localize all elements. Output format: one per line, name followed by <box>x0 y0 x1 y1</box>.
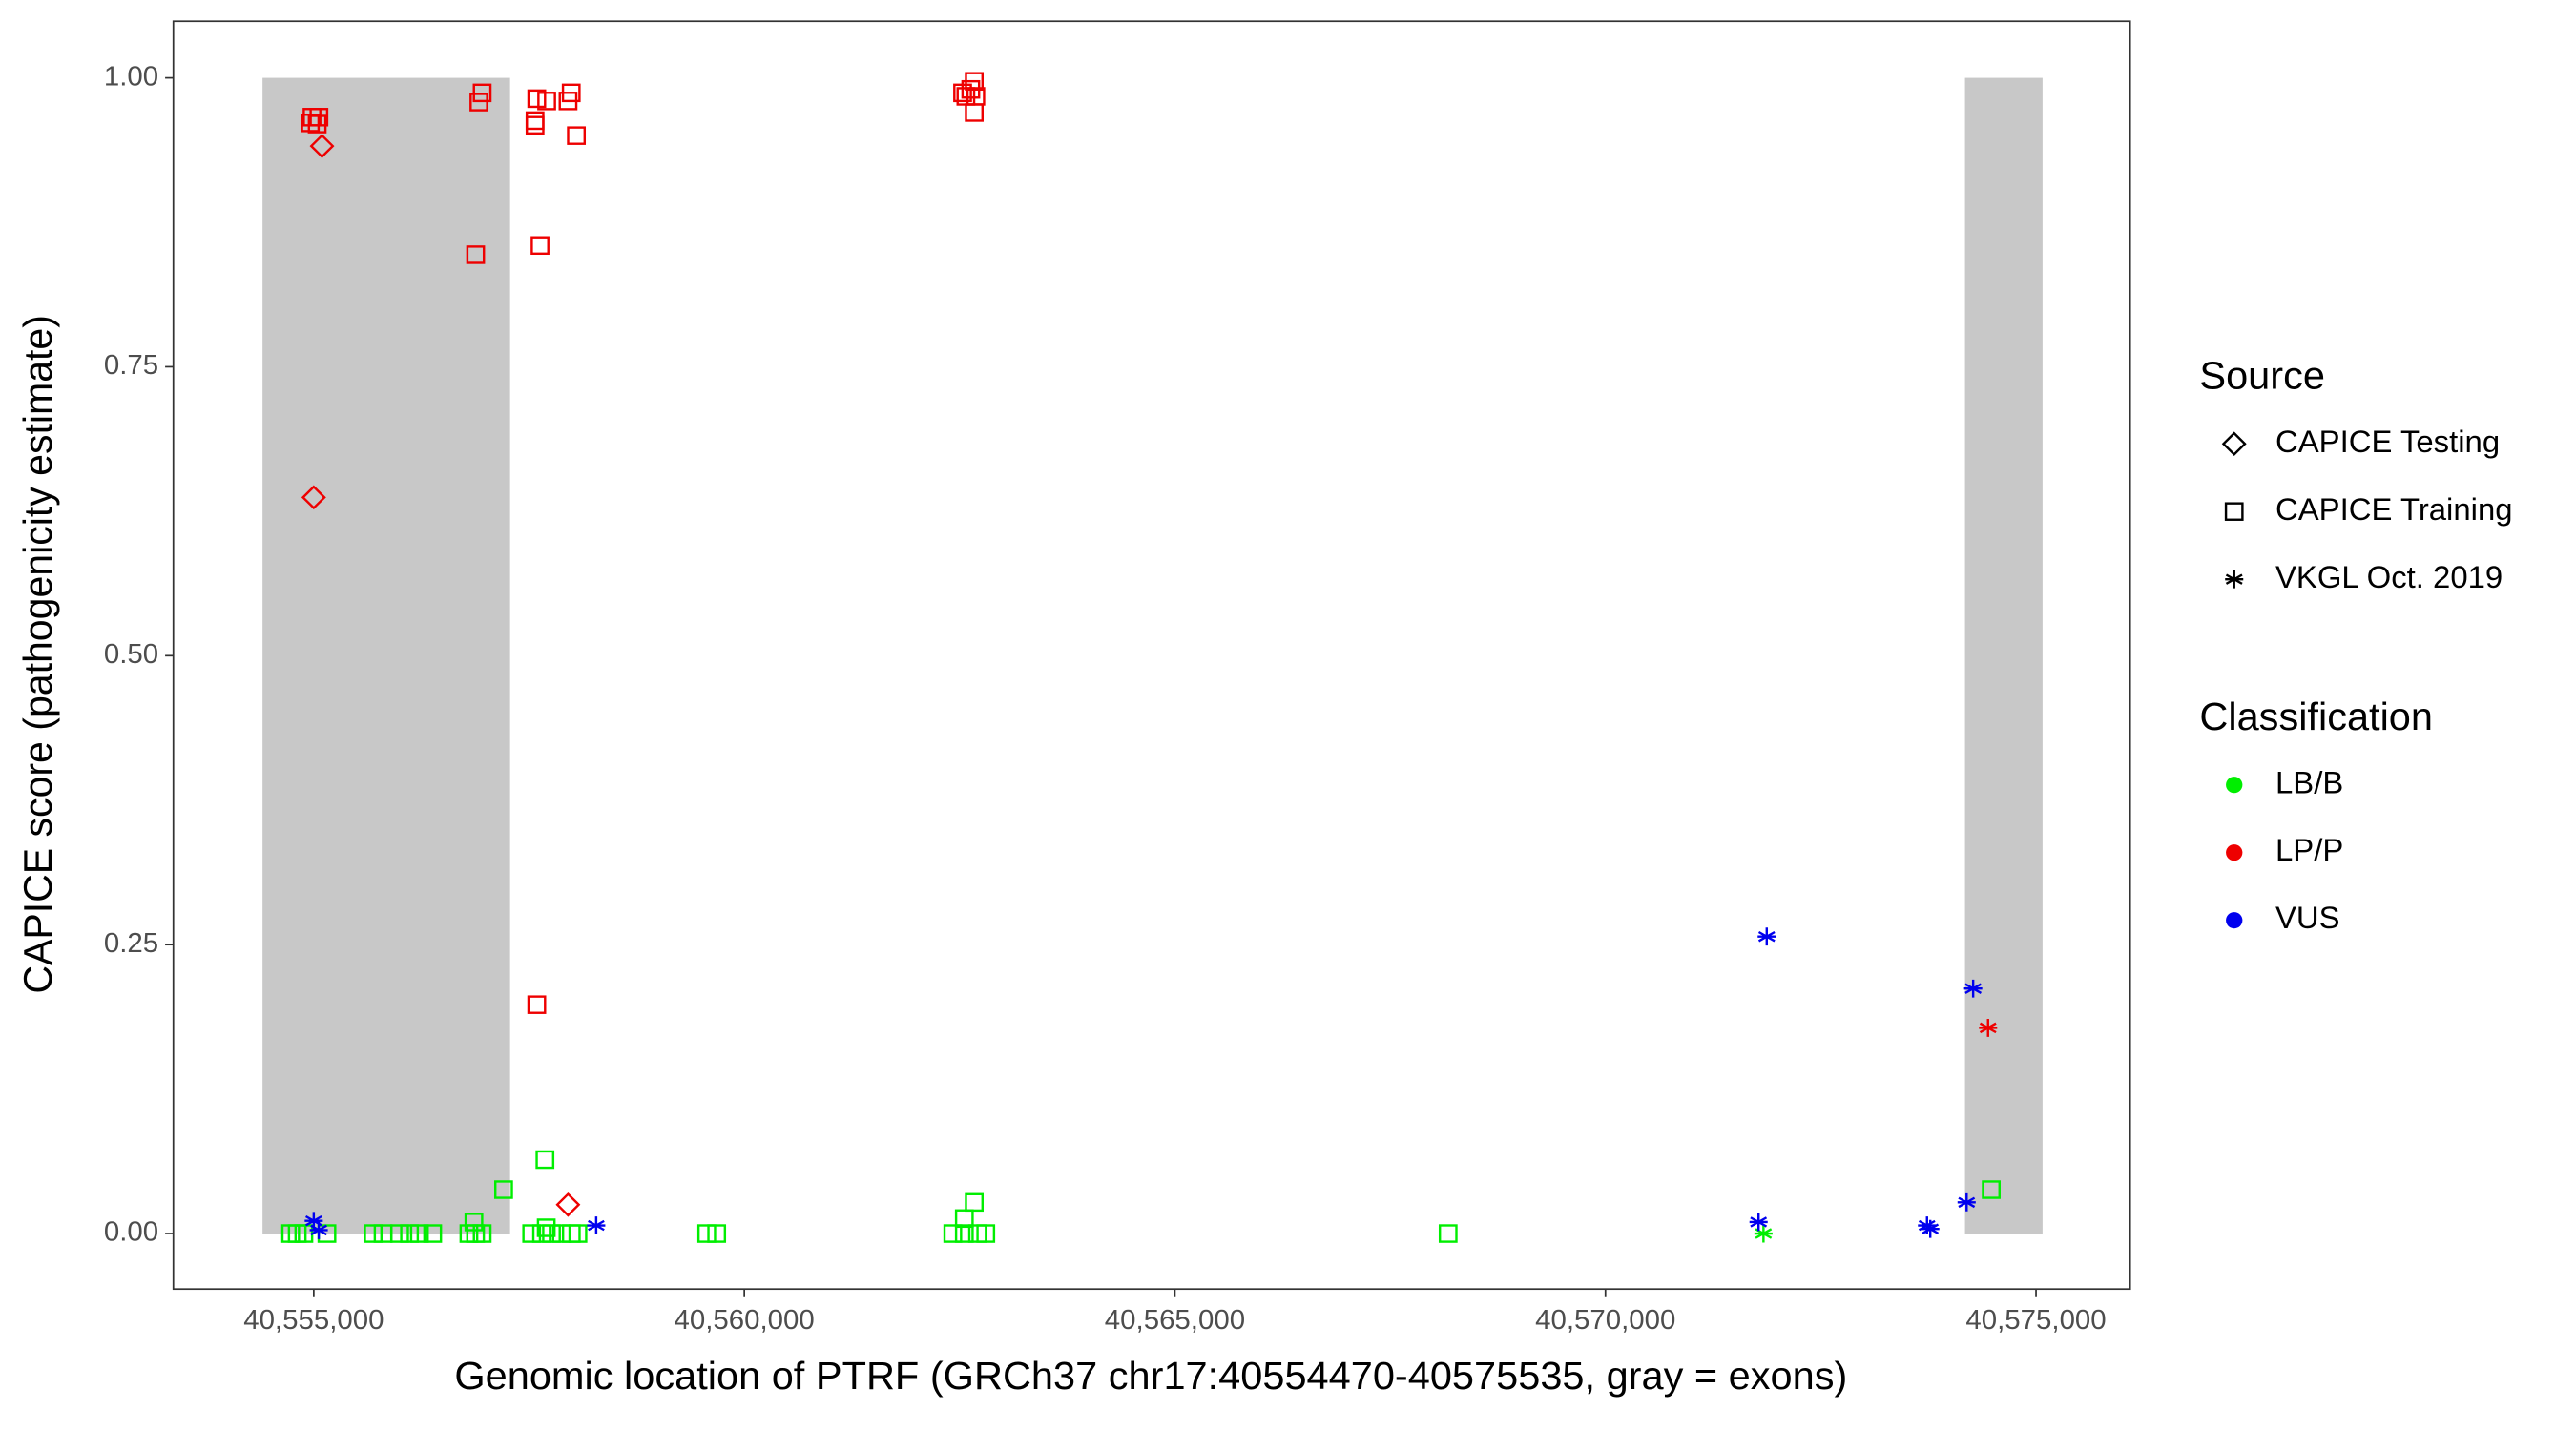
y-tick-label: 0.50 <box>104 639 158 670</box>
point <box>464 1213 484 1232</box>
point <box>558 92 578 111</box>
point <box>400 1224 420 1243</box>
y-tick-label: 0.25 <box>104 928 158 959</box>
x-axis-title: Genomic location of PTRF (GRCh37 chr17:4… <box>454 1354 1847 1398</box>
legend-label: LB/B <box>2275 764 2343 799</box>
point <box>389 1224 409 1243</box>
point <box>535 1150 555 1170</box>
point <box>409 1224 429 1243</box>
point <box>1754 1224 1773 1243</box>
point <box>309 134 335 158</box>
exon <box>262 77 510 1234</box>
point <box>587 1216 606 1234</box>
point <box>1963 979 1983 998</box>
legend-label: CAPICE Training <box>2275 491 2513 527</box>
point <box>522 1224 542 1243</box>
point <box>527 995 547 1014</box>
point <box>469 93 488 112</box>
legend-symbol <box>2224 502 2244 521</box>
legend-title: Source <box>2199 354 2325 398</box>
point <box>1982 1180 2001 1199</box>
point <box>423 1224 443 1243</box>
point <box>965 1192 985 1213</box>
point <box>1438 1224 1458 1243</box>
legend-label: CAPICE Testing <box>2275 424 2500 459</box>
legend-title: Classification <box>2199 695 2433 738</box>
point <box>1921 1219 1940 1238</box>
point <box>466 245 486 264</box>
plot-border <box>172 20 2131 1291</box>
point <box>531 1224 551 1243</box>
point <box>954 1224 974 1243</box>
point <box>304 1212 323 1231</box>
point <box>696 1224 717 1243</box>
y-axis-title: CAPICE score (pathogenicity estimate) <box>16 315 60 994</box>
y-tick-label: 0.75 <box>104 350 158 381</box>
legend-symbol <box>2225 570 2244 589</box>
point <box>542 1224 561 1243</box>
point <box>568 1224 588 1243</box>
point <box>555 1192 581 1217</box>
x-tick-label: 40,560,000 <box>675 1305 815 1336</box>
point <box>527 89 547 109</box>
legend-label: VKGL Oct. 2019 <box>2275 559 2503 594</box>
legend-label: VUS <box>2275 900 2340 935</box>
point <box>943 1224 963 1243</box>
point <box>536 1218 556 1237</box>
point <box>1979 1019 1998 1037</box>
point <box>537 92 556 111</box>
point <box>525 111 545 131</box>
point <box>364 1224 383 1243</box>
point <box>530 236 550 256</box>
point <box>707 1224 727 1243</box>
point <box>301 485 326 510</box>
legend-symbol <box>2226 777 2243 794</box>
x-tick-label: 40,565,000 <box>1105 1305 1245 1336</box>
legend-label: LP/P <box>2275 832 2343 867</box>
legend-symbol <box>2226 912 2243 929</box>
y-tick-label: 0.00 <box>104 1217 158 1248</box>
point <box>965 103 985 122</box>
point <box>307 114 327 134</box>
point <box>1918 1216 1937 1234</box>
point <box>494 1180 513 1199</box>
x-tick-label: 40,575,000 <box>1965 1305 2106 1336</box>
point <box>301 114 321 133</box>
point <box>1757 927 1776 946</box>
legend-symbol <box>2221 431 2247 457</box>
point <box>954 1209 974 1229</box>
exon <box>1964 77 2043 1234</box>
point <box>567 126 587 145</box>
point <box>1957 1192 1976 1212</box>
x-tick-label: 40,570,000 <box>1535 1305 1675 1336</box>
point <box>309 1221 328 1239</box>
point <box>961 79 981 99</box>
legend-symbol <box>2226 844 2243 861</box>
x-tick-label: 40,555,000 <box>243 1305 384 1336</box>
point <box>1749 1213 1768 1232</box>
y-tick-label: 1.00 <box>104 61 158 92</box>
point <box>976 1224 996 1243</box>
